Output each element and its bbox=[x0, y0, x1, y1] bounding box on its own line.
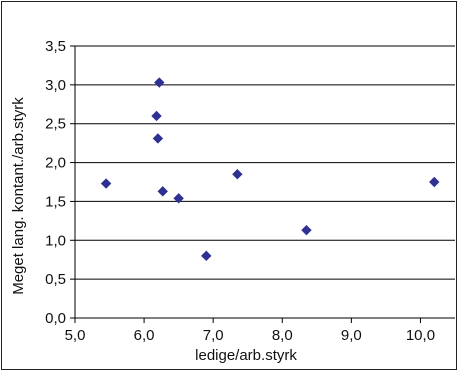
y-tick-label-0: 0,0 bbox=[45, 310, 66, 327]
y-tick-label-5: 2,5 bbox=[45, 116, 66, 133]
x-tick-label-3: 8,0 bbox=[272, 327, 293, 344]
x-tick-label-2: 7,0 bbox=[203, 327, 224, 344]
data-point-1 bbox=[151, 110, 162, 122]
axes bbox=[74, 46, 455, 323]
data-point-7 bbox=[232, 169, 243, 180]
x-axis-title: ledige/arb.styrk bbox=[195, 347, 297, 364]
x-tick-labels: 5,0 6,0 7,0 8,0 9,0 10,0 bbox=[65, 327, 435, 344]
x-tick-label-5: 10,0 bbox=[406, 327, 435, 344]
y-tick-label-3: 1,5 bbox=[45, 193, 66, 210]
y-tick-label-7: 3,5 bbox=[45, 38, 66, 55]
y-tick-label-2: 1,0 bbox=[45, 232, 66, 249]
y-tick-labels: 0,0 0,5 1,0 1,5 2,0 2,5 3,0 3,5 bbox=[45, 38, 66, 327]
x-tick-label-1: 6,0 bbox=[134, 327, 155, 344]
data-points bbox=[100, 77, 440, 262]
data-point-4 bbox=[157, 186, 168, 197]
y-tick-label-4: 2,0 bbox=[45, 155, 66, 172]
y-tick-label-1: 0,5 bbox=[45, 271, 66, 288]
data-point-0 bbox=[100, 178, 112, 189]
x-tick-label-4: 9,0 bbox=[341, 327, 362, 344]
grid-lines bbox=[70, 45, 455, 319]
data-point-3 bbox=[154, 77, 165, 88]
data-point-9 bbox=[429, 176, 440, 188]
x-tick-label-0: 5,0 bbox=[65, 327, 86, 344]
y-axis-title: Meget lang. kontant./arb.styrk bbox=[10, 97, 27, 295]
data-point-5 bbox=[173, 193, 184, 204]
y-tick-label-6: 3,0 bbox=[45, 77, 66, 94]
data-point-2 bbox=[152, 133, 164, 144]
data-point-6 bbox=[201, 250, 212, 262]
data-point-8 bbox=[301, 224, 312, 236]
